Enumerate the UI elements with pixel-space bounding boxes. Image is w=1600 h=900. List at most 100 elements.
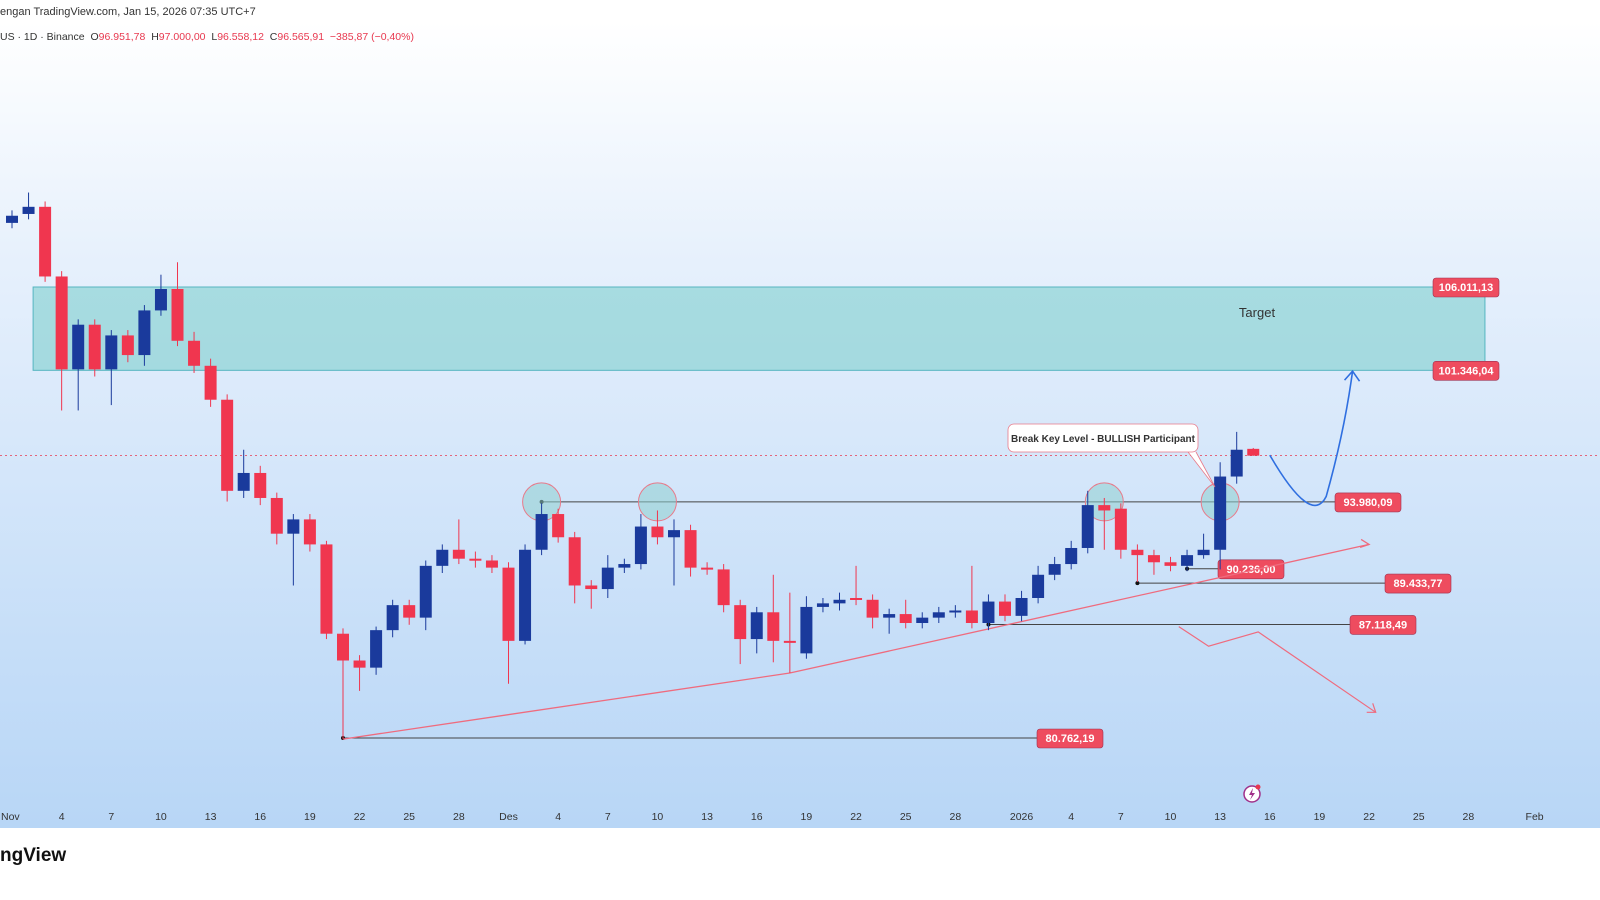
candle	[72, 319, 85, 411]
x-axis-tick-label: 13	[701, 811, 713, 823]
candle-body	[866, 599, 879, 618]
price-label: 106.011,13	[1432, 277, 1500, 298]
high-value: 97.000,00	[158, 31, 206, 43]
candle	[1098, 497, 1111, 550]
candle-body	[105, 335, 118, 370]
x-axis-tick-label: 7	[1118, 811, 1124, 823]
candle-body	[750, 612, 763, 640]
candle-body	[221, 399, 234, 491]
candle-body	[353, 660, 366, 668]
candle	[585, 580, 598, 609]
candle	[816, 597, 829, 613]
candlestick-chart[interactable]: Target106.011,13101.346,0493.980,0990.23…	[0, 0, 1600, 830]
price-label: 101.346,04	[1432, 361, 1500, 381]
x-axis-tick-label: 4	[59, 811, 65, 823]
candle	[717, 564, 730, 613]
x-axis-tick-label: 4	[1068, 811, 1074, 823]
candle-body	[204, 365, 217, 400]
candle-body	[1048, 564, 1061, 575]
candle	[237, 449, 250, 498]
candle-body	[320, 544, 333, 634]
candle-body	[1131, 549, 1144, 556]
candle-body	[1197, 549, 1210, 556]
candle-body	[1164, 562, 1177, 566]
open-label: O	[90, 31, 99, 43]
candle	[353, 655, 366, 691]
x-axis-tick-label: 10	[652, 811, 664, 823]
chart-plot-area[interactable]	[0, 22, 1600, 828]
x-axis-tick-label: 25	[900, 811, 912, 823]
candle-body	[634, 526, 647, 565]
candle-body	[1098, 505, 1111, 511]
candle	[833, 592, 846, 611]
price-label: 93.980,09	[1334, 492, 1402, 513]
candle	[105, 330, 118, 406]
candle-body	[684, 530, 697, 568]
candle-body	[154, 288, 167, 311]
candle	[651, 510, 664, 545]
candle	[254, 465, 267, 506]
candle-body	[419, 565, 432, 618]
trendline-arrow-icon	[1359, 538, 1371, 549]
candle-body	[287, 519, 300, 534]
candle-body	[949, 610, 962, 613]
candle-body	[850, 597, 863, 600]
price-label: 80.762,19	[1036, 728, 1104, 749]
candle-body	[833, 599, 846, 604]
candle	[1065, 540, 1078, 570]
level-anchor-dot	[1135, 581, 1140, 586]
candle-body	[1032, 574, 1045, 598]
candle-body	[72, 324, 85, 370]
lightning-icon	[1243, 784, 1261, 803]
candle-body	[932, 612, 945, 618]
candle	[568, 531, 581, 604]
ohlc-legend: US · 1D · Binance O96.951,78 H97.000,00 …	[0, 31, 414, 43]
candle-body	[88, 324, 101, 370]
candle	[1214, 462, 1227, 570]
candle-body	[816, 603, 829, 607]
candle-body	[601, 567, 614, 590]
price-label-bg	[1384, 573, 1452, 594]
candle-body	[1065, 547, 1078, 565]
candle	[734, 599, 747, 665]
x-axis-tick-label: 13	[205, 811, 217, 823]
candle-body	[734, 605, 747, 640]
candle-body	[999, 601, 1011, 616]
candle	[337, 628, 349, 740]
candle	[1015, 590, 1028, 622]
candle	[883, 608, 896, 634]
candle	[270, 492, 283, 545]
candle	[668, 519, 680, 586]
x-axis-tick-label: Des	[499, 811, 518, 823]
lightning-icon-bolt	[1249, 788, 1255, 800]
candle-body	[1214, 476, 1227, 550]
close-label: C	[269, 31, 278, 43]
candle	[303, 514, 316, 552]
candle	[1197, 533, 1210, 559]
price-label-text: 80.762,19	[1046, 733, 1095, 745]
candle-body	[237, 472, 250, 491]
candle	[701, 562, 714, 575]
candle-body	[965, 610, 978, 624]
candle	[982, 594, 995, 631]
x-axis-tick-label: 10	[155, 811, 167, 823]
candle	[1230, 431, 1243, 484]
price-label-bg	[1036, 728, 1104, 749]
candle	[1147, 549, 1160, 575]
candle-body	[386, 605, 399, 631]
price-label-text: 106.011,13	[1439, 282, 1493, 294]
candle-body	[469, 558, 482, 561]
x-axis-tick-label: 13	[1214, 811, 1226, 823]
callout: Break Key Level - BULLISH Participant	[1007, 423, 1216, 488]
candle	[188, 331, 201, 373]
chart-caption: engan TradingView.com, Jan 15, 2026 07:3…	[0, 6, 256, 18]
candle	[320, 540, 333, 640]
candle	[452, 519, 465, 565]
candle	[1181, 549, 1194, 572]
candle-body	[485, 560, 498, 568]
candle	[485, 555, 498, 573]
x-axis-tick-label: Feb	[1526, 811, 1544, 823]
candle-body	[370, 630, 383, 668]
low-label: L	[211, 31, 218, 43]
candle-body	[982, 601, 995, 624]
